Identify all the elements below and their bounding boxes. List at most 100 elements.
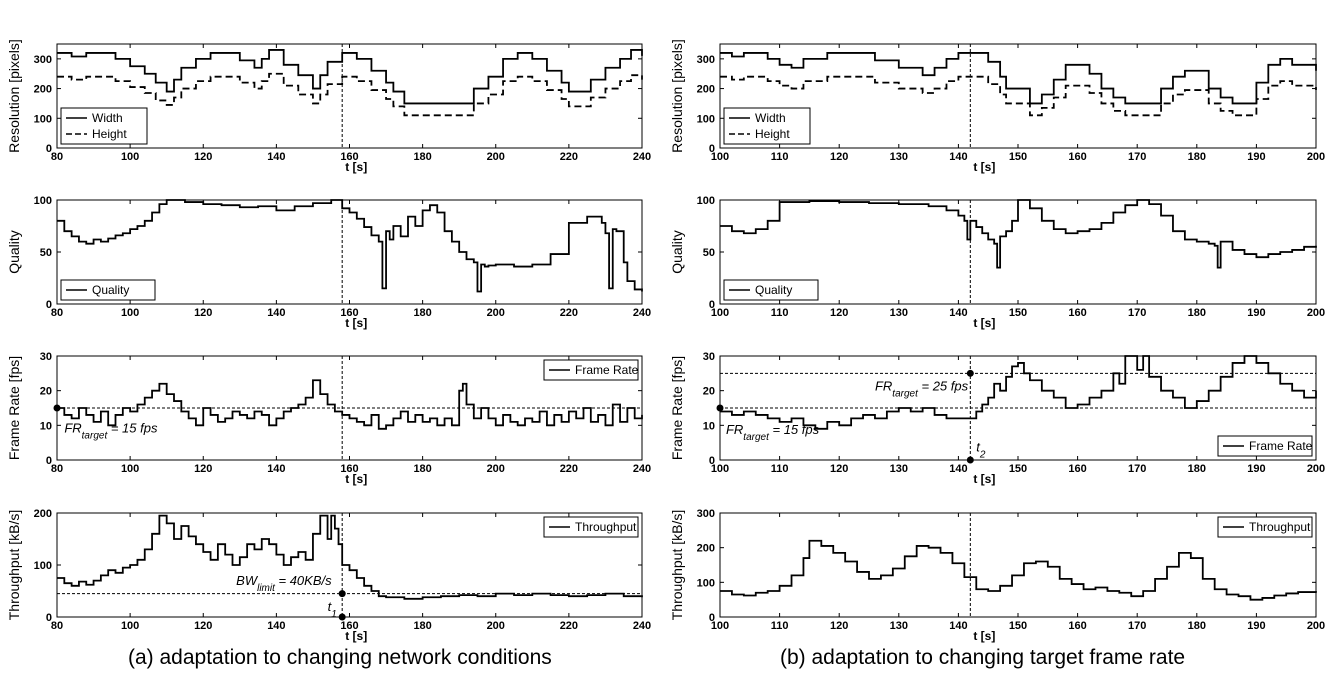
x-tick-label: 130: [890, 307, 908, 319]
x-tick-label: 190: [1247, 463, 1265, 475]
y-axis-label: Resolution [pixels]: [669, 39, 685, 153]
legend-box: [1217, 516, 1313, 538]
annotation-text: FRtarget = 15 fps: [64, 420, 158, 441]
series-line-width: [720, 52, 1317, 105]
y-tick-label: 200: [697, 84, 715, 96]
x-axis-label: t [s]: [973, 160, 995, 174]
legend-label: Quality: [92, 283, 129, 297]
y-tick-label: 30: [703, 351, 715, 363]
x-tick-label: 120: [194, 463, 212, 475]
series-line-throughput: [57, 514, 643, 600]
x-tick-label: 170: [1128, 307, 1146, 319]
point-label: t2: [976, 439, 986, 460]
y-tick-label: 0: [709, 299, 715, 311]
legend-label: Quality: [755, 283, 792, 297]
y-tick-label: 0: [46, 299, 52, 311]
x-tick-label: 200: [1307, 151, 1325, 163]
x-axis-label: t [s]: [345, 160, 367, 174]
legend-label: Height: [755, 127, 790, 141]
x-tick-label: 110: [771, 307, 789, 319]
x-axis-label: t [s]: [973, 472, 995, 486]
y-axis-label: Frame Rate [fps]: [669, 356, 685, 460]
series-line-quality: [57, 199, 643, 293]
y-tick-label: 200: [34, 508, 52, 520]
series-line-throughput: [720, 539, 1317, 601]
x-tick-label: 160: [1068, 307, 1086, 319]
data-marker: [53, 404, 61, 412]
legend-label: Width: [755, 111, 786, 125]
series-line-height: [720, 75, 1317, 117]
x-axis-label: t [s]: [345, 472, 367, 486]
legend-box: [60, 279, 156, 301]
y-tick-label: 200: [697, 543, 715, 555]
subplot-b-fr: 100 110 120 130 140 150 160 170 180 190 200 0 10 20 30…: [669, 351, 1325, 486]
x-tick-label: 190: [1247, 307, 1265, 319]
x-tick-label: 150: [1009, 307, 1027, 319]
point-label: t1: [328, 599, 337, 620]
y-tick-label: 50: [703, 247, 715, 259]
x-tick-label: 80: [51, 151, 63, 163]
legend-label: Width: [92, 111, 123, 125]
y-tick-label: 100: [34, 113, 52, 125]
x-tick-label: 170: [1128, 463, 1146, 475]
x-tick-label: 240: [633, 307, 651, 319]
x-tick-label: 160: [1068, 151, 1086, 163]
legend: Frame Rate: [1217, 435, 1313, 457]
x-tick-label: 140: [949, 307, 967, 319]
y-tick-label: 50: [40, 247, 52, 259]
x-tick-label: 140: [267, 620, 285, 632]
legend-label: Frame Rate: [1249, 439, 1313, 453]
x-tick-label: 110: [771, 620, 789, 632]
x-tick-label: 150: [1009, 151, 1027, 163]
legend-box: [60, 107, 148, 145]
legend: Width Height: [723, 107, 811, 145]
x-tick-label: 80: [51, 307, 63, 319]
x-tick-label: 160: [1068, 463, 1086, 475]
x-tick-label: 140: [267, 151, 285, 163]
annotation-text: BWlimit = 40KB/s: [236, 573, 332, 594]
x-tick-label: 120: [830, 307, 848, 319]
legend: Throughput: [1217, 516, 1313, 538]
x-tick-label: 200: [487, 151, 505, 163]
y-tick-label: 10: [703, 420, 715, 432]
x-tick-label: 220: [560, 151, 578, 163]
x-tick-label: 100: [711, 151, 729, 163]
x-tick-label: 190: [1247, 620, 1265, 632]
x-tick-label: 220: [560, 307, 578, 319]
y-tick-label: 300: [34, 54, 52, 66]
subplot-b-res: 100 110 120 130 140 150 160 170 180 190 2000100200…: [669, 39, 1325, 174]
x-tick-label: 140: [267, 307, 285, 319]
legend-box: [543, 516, 639, 538]
x-tick-label: 200: [1307, 307, 1325, 319]
x-tick-label: 180: [413, 151, 431, 163]
subplot-a-res: 80 100 120 140 160 180 200 220 240 0 100 200 300 t [s…: [6, 39, 651, 174]
y-tick-label: 0: [46, 455, 52, 467]
x-tick-label: 160: [340, 463, 358, 475]
x-tick-label: 160: [340, 151, 358, 163]
y-axis-label: Quality: [6, 230, 22, 274]
series-line-frame-rate: [57, 379, 643, 430]
x-tick-label: 130: [890, 151, 908, 163]
y-axis-label: Resolution [pixels]: [6, 39, 22, 153]
x-tick-label: 200: [1307, 620, 1325, 632]
x-tick-label: 180: [413, 463, 431, 475]
legend-box: [1217, 435, 1313, 457]
x-tick-label: 100: [711, 463, 729, 475]
x-tick-label: 240: [633, 151, 651, 163]
x-tick-label: 120: [194, 151, 212, 163]
legend: Throughput: [543, 516, 639, 538]
y-tick-label: 200: [34, 84, 52, 96]
caption-right: (b) adaptation to changing target frame …: [780, 646, 1186, 669]
legend-box: [723, 279, 819, 301]
x-tick-label: 200: [487, 620, 505, 632]
x-tick-label: 180: [1188, 307, 1206, 319]
x-tick-label: 80: [51, 620, 63, 632]
x-tick-label: 100: [711, 307, 729, 319]
legend-label: Throughput: [1249, 520, 1311, 534]
y-tick-label: 100: [34, 195, 52, 207]
y-tick-label: 10: [40, 420, 52, 432]
y-axis-label: Quality: [669, 230, 685, 274]
x-tick-label: 200: [487, 307, 505, 319]
y-tick-label: 100: [34, 560, 52, 572]
